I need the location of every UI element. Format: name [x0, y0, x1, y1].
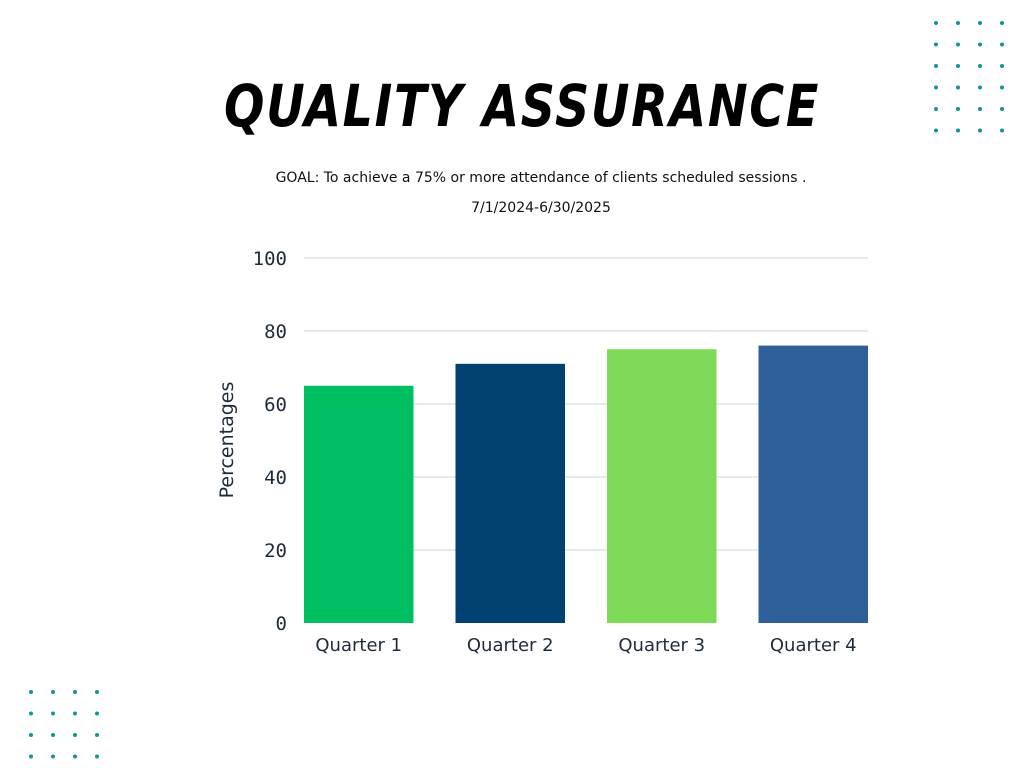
decorative-dot [978, 21, 982, 25]
decorative-dot [51, 733, 55, 737]
decorative-dot [1000, 64, 1004, 68]
x-tick-label: Quarter 3 [618, 635, 705, 656]
decorative-dot [51, 690, 55, 694]
decorative-dot [956, 107, 960, 111]
y-axis-label: Percentages [216, 382, 238, 499]
decorative-dot [978, 107, 982, 111]
decorative-dot [95, 754, 99, 759]
decorative-dots-bottom-left [29, 690, 99, 759]
bar-2 [455, 363, 565, 623]
decorative-dots-top-right [934, 21, 1004, 133]
period-text: 7/1/2024-6/30/2025 [471, 200, 611, 216]
decorative-dot [934, 128, 938, 133]
decorative-dot [73, 754, 77, 759]
decorative-dot [1000, 21, 1004, 25]
chart-bars [304, 345, 868, 623]
x-tick-label: Quarter 2 [467, 635, 554, 656]
decorative-dot [51, 711, 55, 716]
decorative-dot [95, 711, 99, 716]
y-tick-label: 0 [276, 613, 287, 635]
decorative-dot [934, 21, 938, 25]
decorative-dot [29, 690, 33, 694]
decorative-dot [956, 64, 960, 68]
y-tick-label: 40 [264, 467, 287, 489]
decorative-dot [73, 711, 77, 716]
decorative-dot [73, 690, 77, 694]
page-title: QUALITY ASSURANCE [224, 72, 820, 140]
decorative-dot [51, 754, 55, 759]
x-tick-label: Quarter 1 [315, 635, 402, 656]
decorative-dot [95, 733, 99, 737]
goal-text: GOAL: To achieve a 75% or more attendanc… [275, 170, 807, 186]
decorative-dot [95, 690, 99, 694]
x-tick-label: Quarter 4 [770, 635, 857, 656]
decorative-dot [1000, 42, 1004, 47]
decorative-dot [29, 754, 33, 759]
decorative-dot [934, 42, 938, 47]
chart-y-ticks: 0 20 40 60 80 100 [253, 248, 287, 635]
y-tick-label: 20 [264, 540, 287, 562]
decorative-dot [956, 128, 960, 133]
decorative-dot [956, 21, 960, 25]
decorative-dot [73, 733, 77, 737]
decorative-dot [978, 64, 982, 68]
decorative-dot [934, 107, 938, 111]
decorative-dot [1000, 128, 1004, 133]
decorative-dot [956, 85, 960, 90]
decorative-dot [1000, 107, 1004, 111]
decorative-dot [978, 42, 982, 47]
decorative-dot [978, 128, 982, 133]
y-tick-label: 100 [253, 248, 287, 270]
chart-x-ticks: Quarter 1 Quarter 2 Quarter 3 Quarter 4 [315, 635, 856, 656]
y-tick-label: 80 [264, 321, 287, 343]
decorative-dot [956, 42, 960, 47]
y-tick-label: 60 [264, 394, 287, 416]
decorative-dot [978, 85, 982, 90]
decorative-dot [934, 64, 938, 68]
bar-1 [304, 385, 414, 623]
decorative-dot [1000, 85, 1004, 90]
decorative-dot [29, 711, 33, 716]
decorative-dot [934, 85, 938, 90]
bar-3 [607, 349, 717, 623]
decorative-dot [29, 733, 33, 737]
bar-4 [758, 345, 868, 623]
